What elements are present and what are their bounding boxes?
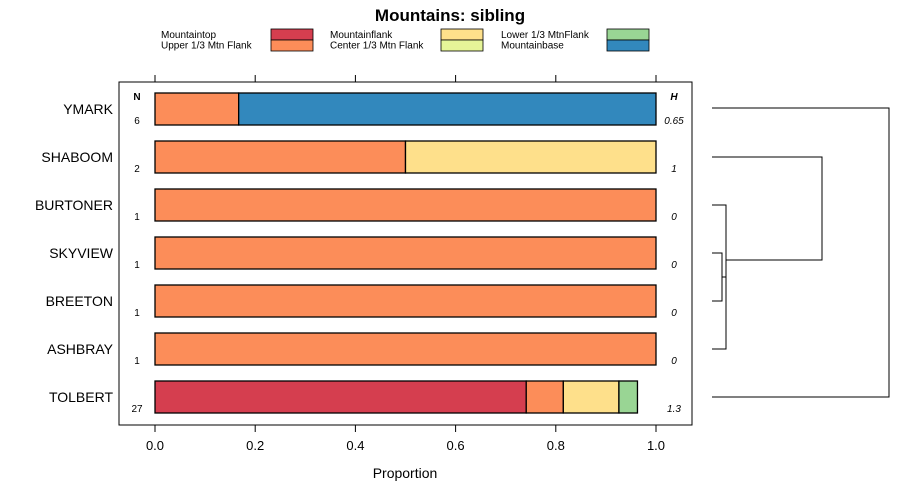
n-value: 1 [134,356,140,367]
chart-title: Mountains: sibling [375,6,525,25]
bar-segment [154,92,240,126]
x-tick-label: 0.2 [246,438,264,453]
bar-segment [404,140,657,174]
legend-label: Mountainbase [501,41,564,52]
dendrogram-branch [712,107,890,182]
category-label: SHABOOM [41,149,113,165]
n-value: 27 [131,404,143,415]
annotations: N H 6 0.65 2 1 1 0 1 0 1 0 1 0 27 1.3 [131,92,684,415]
legend-swatch [440,39,484,52]
n-value: 2 [134,164,140,175]
bar-segment [238,92,657,126]
legend-item: Mountaintop [161,28,314,41]
h-value: 0 [671,212,677,223]
x-tick-label: 0.0 [146,438,164,453]
legend-label: Center 1/3 Mtn Flank [330,41,424,52]
plot-frame [118,81,693,426]
n-value: 1 [134,260,140,271]
bar-segment [154,332,657,366]
h-header: H [670,92,678,103]
x-tick-label: 0.4 [346,438,364,453]
bar-segment [154,140,407,174]
dendrogram-branch [712,182,890,398]
x-tick-label: 0.8 [547,438,565,453]
category-label: BURTONER [35,197,113,213]
n-value: 1 [134,212,140,223]
x-axis-title: Proportion [373,465,438,481]
dendrogram-branch [726,209,823,261]
legend-swatch [606,28,650,41]
legend-label: Mountainflank [330,30,393,41]
bar-segment [154,284,657,318]
dendrogram [712,107,890,398]
x-axis: 0.0 0.2 0.4 0.6 0.8 1.0 [146,75,665,453]
bar-segment [154,380,527,414]
bar-segment [154,188,657,222]
h-value: 1.3 [667,404,681,415]
bar-segment [525,380,564,414]
category-labels: YMARK SHABOOM BURTONER SKYVIEW BREETON ASHBRA… [35,101,114,405]
h-value: 0 [671,356,677,367]
bars [154,92,657,414]
x-tick-label: 0.6 [447,438,465,453]
x-tick-label: 1.0 [647,438,665,453]
legend-swatch [270,28,314,41]
category-label: YMARK [63,101,113,117]
legend-label: Upper 1/3 Mtn Flank [161,41,253,52]
dendrogram-branch [712,156,823,209]
bar-segment [562,380,620,414]
h-value: 0.65 [664,116,684,127]
n-header: N [133,92,140,103]
legend-swatch [270,39,314,52]
n-value: 6 [134,116,140,127]
legend-label: Lower 1/3 MtnFlank [501,30,590,41]
bar-segment [618,380,639,414]
dendrogram-branch [712,252,723,302]
n-value: 1 [134,308,140,319]
legend-item: Upper 1/3 Mtn Flank [161,39,314,52]
bar-segment [154,236,657,270]
legend-label: Mountaintop [161,30,216,41]
category-label: TOLBERT [49,389,114,405]
legend-swatch [606,39,650,52]
category-label: BREETON [46,293,113,309]
category-label: SKYVIEW [49,245,114,261]
legend-item: Mountainflank [330,28,484,41]
legend-swatch [440,28,484,41]
h-value: 1 [671,164,677,175]
legend-item: Center 1/3 Mtn Flank [330,39,484,52]
h-value: 0 [671,308,677,319]
legend-item: Mountainbase [501,39,650,52]
h-value: 0 [671,260,677,271]
legend-item: Lower 1/3 MtnFlank [501,28,650,41]
category-label: ASHBRAY [47,341,114,357]
